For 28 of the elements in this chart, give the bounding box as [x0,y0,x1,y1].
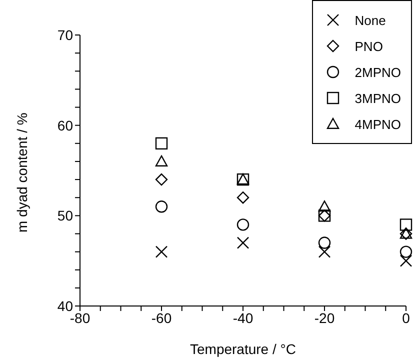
point [318,246,331,258]
y-axis-title: m dyad content / % [14,112,30,232]
y-tick-label: 70 [57,26,74,43]
point [236,218,250,231]
point [400,254,412,267]
y-tick-label: 50 [57,208,74,224]
point [155,200,168,213]
legend-label: 2MPNO [354,64,401,80]
legend-label: 4MPNO [354,116,401,132]
x-tick-label: -60 [151,310,172,326]
point [400,218,412,231]
x-tick-label: -20 [314,310,335,326]
x-axis-title: Temperature / °C [190,340,296,357]
x-tick-label: -40 [232,310,254,326]
point [155,155,168,166]
legend-label: PNO [354,38,383,54]
point [155,246,168,258]
point [236,236,250,249]
legend-label: None [354,12,386,28]
y-tick-label: 60 [57,117,74,134]
x-tick-label: 0 [402,310,410,326]
point [155,137,168,150]
point [318,200,331,212]
point [400,246,412,258]
point [318,236,331,249]
point [236,192,250,204]
legend-label: 3MPNO [354,90,401,106]
point [155,173,168,186]
